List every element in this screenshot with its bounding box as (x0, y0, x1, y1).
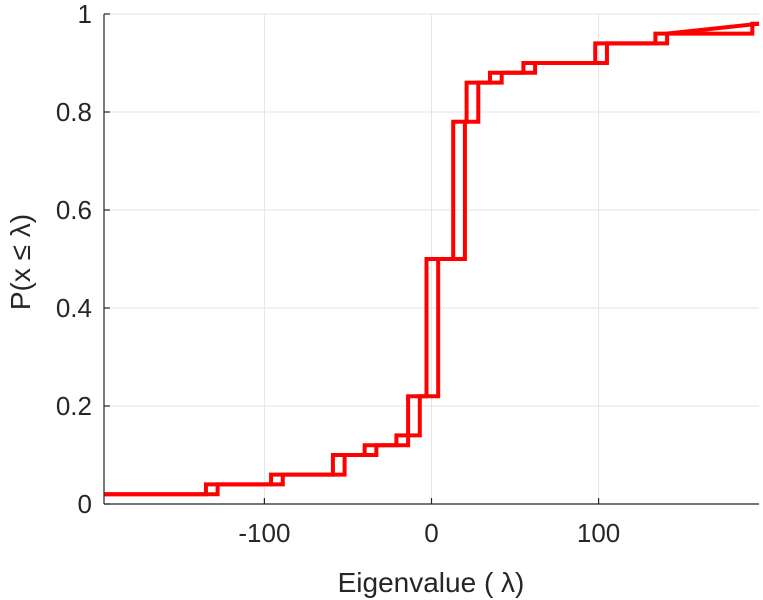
x-tick-label: 100 (577, 518, 620, 548)
y-tick-label: 1 (78, 0, 92, 29)
x-tick-label: -100 (238, 518, 290, 548)
series-layer (104, 21, 760, 497)
y-tick-label: 0 (78, 489, 92, 519)
y-axis-title: P(x ≤ λ) (5, 214, 36, 310)
tick-labels: -100 0 100 0 0.2 0.4 0.6 0.8 1 (56, 0, 620, 548)
y-tick-label: 0.8 (56, 97, 92, 127)
x-axis-title: Eigenvalue ( λ) (338, 567, 525, 598)
series-line-1 (104, 21, 760, 497)
axes (103, 13, 759, 505)
y-tick-label: 0.2 (56, 391, 92, 421)
y-tick-label: 0.6 (56, 195, 92, 225)
y-tick-label: 0.4 (56, 293, 92, 323)
x-tick-label: 0 (424, 518, 438, 548)
